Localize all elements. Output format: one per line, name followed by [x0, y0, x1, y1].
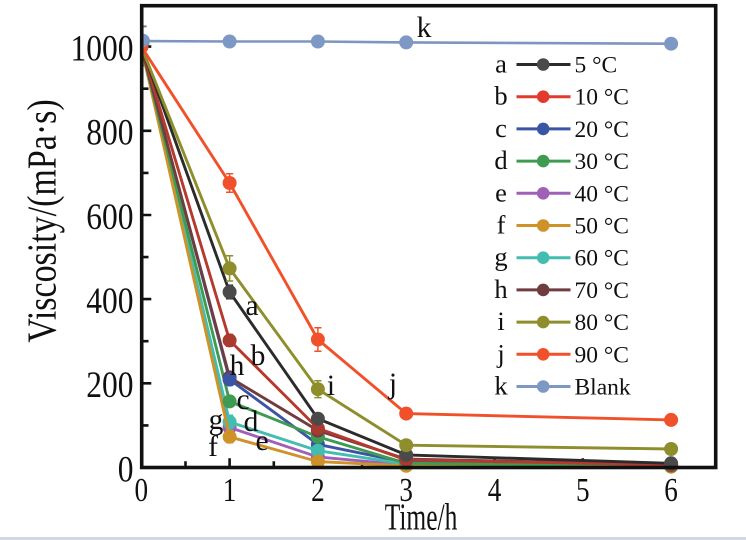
svg-text:h: h — [230, 350, 245, 382]
svg-text:0: 0 — [118, 449, 134, 490]
svg-text:h: h — [494, 274, 507, 304]
svg-text:c: c — [236, 384, 249, 416]
svg-text:Viscosity/(mPa·s): Viscosity/(mPa·s) — [19, 99, 65, 342]
svg-text:30 °C: 30 °C — [575, 149, 629, 175]
svg-text:0: 0 — [135, 471, 149, 509]
svg-text:80 °C: 80 °C — [575, 310, 629, 336]
svg-text:3: 3 — [399, 471, 413, 509]
svg-text:a: a — [245, 290, 258, 322]
svg-text:g: g — [494, 242, 507, 272]
svg-text:a: a — [495, 49, 507, 79]
svg-text:800: 800 — [86, 112, 133, 153]
svg-text:k: k — [417, 12, 432, 44]
svg-text:200: 200 — [86, 365, 133, 406]
svg-text:j: j — [496, 338, 504, 368]
svg-text:k: k — [494, 371, 508, 401]
svg-text:b: b — [251, 340, 266, 372]
svg-text:i: i — [497, 306, 504, 336]
svg-text:b: b — [494, 81, 507, 111]
svg-text:1: 1 — [223, 471, 237, 509]
svg-text:50 °C: 50 °C — [575, 214, 629, 240]
svg-text:2: 2 — [311, 471, 325, 509]
svg-text:d: d — [494, 145, 507, 175]
svg-text:6: 6 — [664, 471, 678, 509]
svg-text:1000: 1000 — [71, 28, 134, 69]
svg-text:400: 400 — [86, 281, 133, 322]
svg-text:20 °C: 20 °C — [575, 117, 629, 143]
svg-text:Time/h: Time/h — [385, 495, 458, 537]
svg-text:d: d — [244, 406, 259, 438]
svg-text:c: c — [495, 113, 507, 143]
svg-text:600: 600 — [86, 196, 133, 237]
svg-text:5 °C: 5 °C — [575, 53, 618, 79]
svg-text:4: 4 — [488, 471, 502, 509]
svg-text:e: e — [495, 177, 507, 207]
svg-text:70 °C: 70 °C — [575, 278, 629, 304]
svg-text:10 °C: 10 °C — [575, 85, 629, 111]
svg-text:e: e — [255, 425, 268, 457]
svg-text:j: j — [388, 368, 397, 400]
svg-text:5: 5 — [576, 471, 590, 509]
svg-text:i: i — [327, 370, 335, 402]
svg-text:60 °C: 60 °C — [575, 246, 629, 272]
svg-text:Blank: Blank — [575, 375, 631, 401]
svg-text:g: g — [209, 404, 224, 436]
svg-text:f: f — [208, 431, 218, 463]
svg-text:90 °C: 90 °C — [575, 342, 629, 368]
svg-text:40 °C: 40 °C — [575, 181, 629, 207]
svg-text:f: f — [497, 210, 506, 240]
